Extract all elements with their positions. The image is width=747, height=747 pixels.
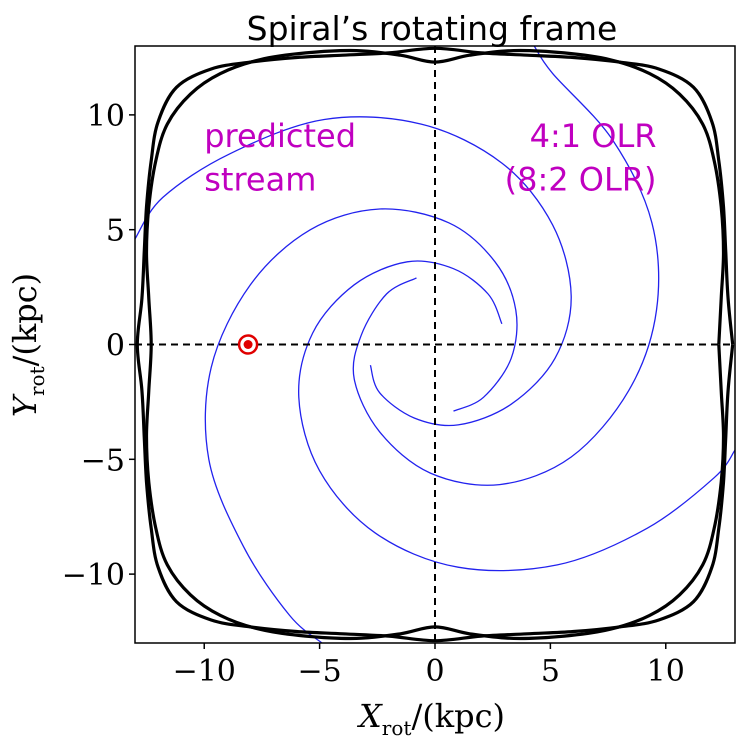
annotation-predicted: predicted xyxy=(204,117,356,155)
y-axis-label-sub: rot xyxy=(25,366,49,396)
y-tick-label: −10 xyxy=(62,558,125,593)
annotation-olr: 4:1 OLR xyxy=(530,117,657,155)
x-axis-label-unit: /(kpc) xyxy=(411,697,505,735)
x-axis-label-main: X xyxy=(356,697,383,735)
series-line-3 xyxy=(352,46,660,486)
series-layer xyxy=(135,46,735,643)
y-tick-label: −5 xyxy=(81,443,125,478)
sun-marker xyxy=(237,334,259,355)
x-axis-label: Xrot/(kpc) xyxy=(356,697,505,740)
y-axis-label-unit: /(kpc) xyxy=(6,273,44,367)
series-line-4 xyxy=(204,208,518,643)
y-tick-label: 10 xyxy=(87,99,125,134)
y-axis-label-main: Y xyxy=(6,393,44,417)
series-line-1 xyxy=(298,260,735,572)
x-tick-label: 0 xyxy=(425,654,444,689)
series-line-2 xyxy=(135,116,572,427)
x-tick-label: 5 xyxy=(541,654,560,689)
annotation-stream: stream xyxy=(204,161,316,199)
x-tick-label: 10 xyxy=(647,654,685,689)
y-tick-label: 5 xyxy=(106,214,125,249)
chart-title: Spiral’s rotating frame xyxy=(247,9,618,48)
sun-marker-dot xyxy=(243,340,253,349)
y-tick-label: 0 xyxy=(106,329,125,364)
annotation-olr-secondary: (8:2 OLR) xyxy=(505,161,657,199)
x-tick-label: −10 xyxy=(173,654,236,689)
y-axis: −10 −5 0 5 10 xyxy=(62,99,135,593)
y-axis-label: Yrot/(kpc) xyxy=(6,273,49,417)
x-axis: −10 −5 0 5 10 xyxy=(173,643,685,689)
x-tick-label: −5 xyxy=(297,654,341,689)
x-axis-label-sub: rot xyxy=(382,716,412,740)
